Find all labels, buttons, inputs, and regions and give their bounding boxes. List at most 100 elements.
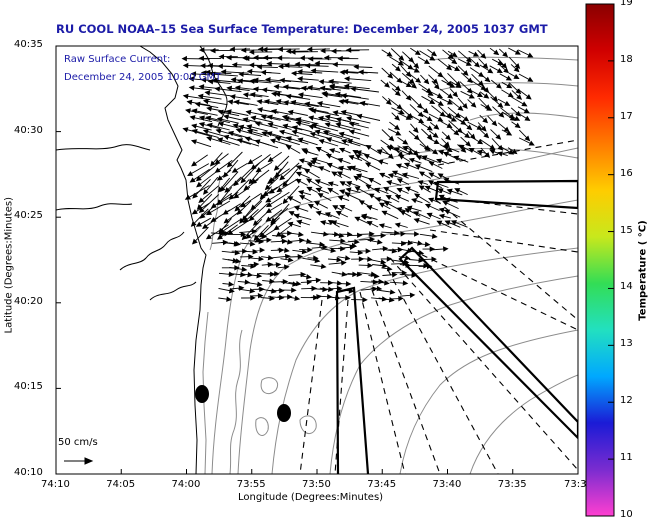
current-vector-head [279, 296, 283, 300]
current-vector-head [405, 256, 409, 260]
current-vector-head [319, 140, 323, 144]
current-vector-head [440, 208, 444, 212]
x-tick-label: 73:50 [302, 479, 331, 490]
current-vector-head [338, 57, 342, 61]
current-vector-head [385, 202, 390, 206]
current-vector-head [426, 204, 431, 208]
current-vector-head [218, 176, 222, 180]
current-vector-head [248, 160, 253, 164]
current-vector-head [236, 242, 240, 246]
current-vector-head [525, 117, 529, 121]
current-vector-head [247, 110, 251, 114]
current-vector-head [207, 107, 211, 111]
current-vector-head [366, 185, 371, 189]
current-vector-head [331, 248, 335, 252]
current-vector-head [444, 153, 449, 157]
current-vector-head [328, 188, 332, 192]
current-vector-head [278, 47, 282, 51]
current-vector-head [429, 162, 434, 166]
current-vector-head [320, 80, 324, 84]
current-vector-head [258, 294, 262, 298]
current-vector-head [337, 118, 341, 122]
current-vector-head [186, 109, 190, 113]
current-vector-head [259, 257, 263, 261]
current-vector-head [420, 172, 424, 176]
current-vector-head [254, 262, 258, 266]
current-vector-head [448, 94, 452, 98]
current-vector-head [208, 123, 212, 127]
current-vector-head [354, 176, 359, 180]
current-vector-head [505, 102, 510, 106]
current-vector-head [253, 250, 257, 254]
current-vector-head [387, 257, 391, 261]
current-vector-head [327, 138, 331, 142]
current-vector-head [399, 297, 403, 301]
current-vector-head [322, 92, 326, 96]
current-vector-head [396, 195, 401, 199]
current-vector-head [272, 110, 276, 114]
current-vector-head [346, 282, 350, 286]
current-vector-head [438, 94, 443, 98]
current-vector-head [368, 257, 372, 261]
current-vector-head [197, 183, 201, 187]
current-vector-head [207, 137, 212, 141]
current-vector-head [197, 223, 202, 227]
current-vector-head [193, 109, 197, 113]
current-vector-head [380, 224, 384, 228]
current-vector-head [507, 131, 511, 135]
current-vector-head [204, 99, 208, 103]
current-vector-head [188, 172, 193, 176]
current-vector-head [498, 69, 503, 73]
current-vector-head [351, 87, 355, 91]
current-vector-head [288, 222, 292, 226]
current-vector-head [328, 163, 333, 167]
current-vector-head [365, 155, 369, 159]
current-vector-head [264, 56, 268, 60]
current-vector-head [415, 232, 419, 236]
current-vector-head [219, 122, 223, 126]
site-marker [277, 404, 291, 422]
current-vector-head [208, 64, 212, 68]
current-vector-head [522, 102, 527, 106]
current-vector-head [200, 123, 204, 127]
coastline [56, 46, 227, 474]
current-vector-head [317, 148, 322, 152]
current-vector-head [351, 166, 355, 170]
current-vector-head [399, 155, 403, 159]
current-vector-head [527, 95, 531, 99]
current-vector-head [266, 198, 271, 202]
current-vector-head [278, 56, 282, 60]
current-vector-head [238, 139, 242, 143]
current-vector-head [448, 189, 453, 193]
current-vector-head [262, 71, 266, 75]
current-vector-head [287, 49, 291, 53]
raw-current-date: December 24, 2005 10:00 GMT [64, 72, 221, 83]
current-vector-head [183, 128, 187, 132]
current-vector-head [301, 56, 305, 60]
current-vector-head [326, 115, 330, 119]
current-vector-head [415, 219, 420, 223]
current-vector-head [186, 196, 191, 200]
current-vector-head [397, 164, 402, 168]
current-vector-head [285, 248, 289, 252]
current-vector-head [241, 203, 246, 207]
current-vector-head [280, 289, 284, 293]
current-vector-head [308, 248, 312, 252]
y-tick-label: 40:35 [14, 39, 43, 50]
current-vector-head [332, 172, 337, 176]
current-vector-head [266, 217, 270, 221]
current-vector-head [183, 57, 187, 61]
current-vector-head [528, 53, 533, 57]
current-vector-head [262, 115, 266, 119]
current-vector-head [267, 62, 271, 66]
current-vector-head [329, 80, 333, 84]
current-vector-head [333, 63, 337, 67]
current-vector-head [342, 140, 346, 144]
current-vector-head [366, 145, 371, 149]
current-vector-head [243, 118, 247, 122]
current-vector-head [359, 70, 363, 74]
current-vector-head [184, 64, 188, 68]
current-vector-head [291, 50, 295, 54]
current-vector-head [408, 150, 413, 154]
current-vector-head [347, 188, 351, 192]
